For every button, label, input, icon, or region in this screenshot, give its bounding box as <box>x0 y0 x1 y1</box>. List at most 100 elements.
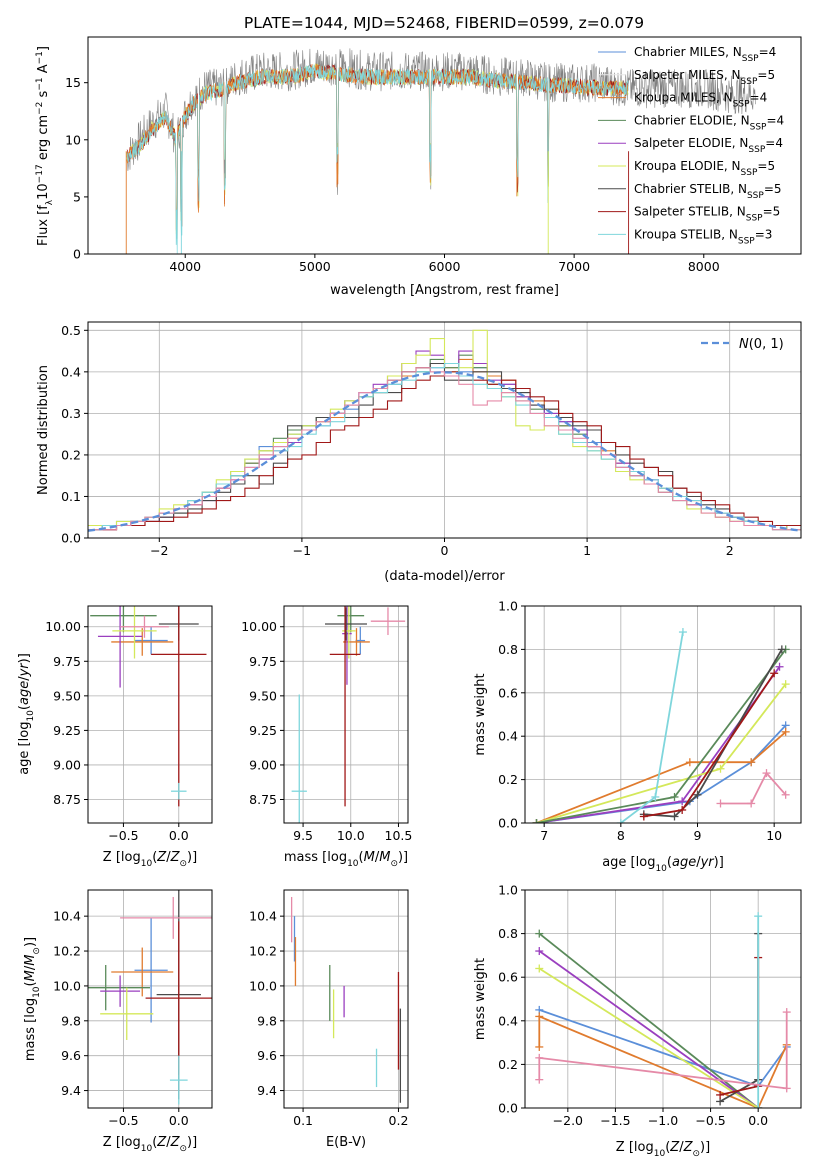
x-tick-label: 9.5 <box>293 828 313 843</box>
axes-frame <box>87 605 213 824</box>
axes-residuals: −2 −1 0 1 2 0.0 0.1 0.2 0.3 0.4 0.5 N(0, 1) (data-mo… <box>36 321 802 584</box>
y-tick-label: 0.3 <box>61 406 81 421</box>
y-tick-label: 0.6 <box>498 970 518 985</box>
figure-title: PLATE=1044, MJD=52468, FIBERID=0599, z=0… <box>244 14 644 32</box>
x-tick-label: 2 <box>726 543 734 558</box>
y-tick-label: 9.50 <box>53 688 81 703</box>
x-tick-label: −0.5 <box>695 1113 725 1128</box>
x-tick-label: 4000 <box>169 259 201 274</box>
y-tick-label: 10.00 <box>241 619 277 634</box>
x-tick-label: 0.0 <box>748 1113 768 1128</box>
y-tick-label: 0.1 <box>61 489 81 504</box>
y-tick-label: 10.00 <box>45 619 81 634</box>
legend-entry: Salpeter MILES, NSSP=5 <box>634 68 775 87</box>
legend-entry: N(0, 1) <box>739 337 784 352</box>
plot-area <box>532 628 790 823</box>
y-tick-label: 0.2 <box>498 1057 518 1072</box>
axes-age-vs-mass: 9.5 10.0 10.5 8.75 9.00 9.25 9.50 9.75 10.00 mass… <box>241 605 413 869</box>
axes-frame <box>524 889 802 1109</box>
x-tick-label: −1.0 <box>648 1113 678 1128</box>
axes-frame <box>283 889 409 1109</box>
plot-area <box>125 48 756 254</box>
axes-frame <box>87 889 213 1109</box>
x-axis-label: Z [log10(Z/Z⊙)] <box>103 1135 197 1154</box>
y-tick-label: 10.2 <box>249 944 277 959</box>
x-tick-label: 6000 <box>429 259 461 274</box>
legend-entry: Chabrier MILES, NSSP=4 <box>634 45 776 64</box>
y-tick-label: 9.00 <box>249 757 277 772</box>
weight-line-kroupa-elodie <box>538 967 759 1108</box>
axes-mass-vs-Z: −0.5 0.0 9.4 9.6 9.8 10.0 10.2 10.4 Z [log10(Z/Z… <box>23 889 213 1154</box>
weight-line-chabrier-stelib <box>643 648 783 818</box>
y-tick-label: 1.0 <box>498 599 518 614</box>
y-tick-label: 5 <box>73 189 81 204</box>
y-tick-label: 9.25 <box>249 723 277 738</box>
y-axis-label: mass [log10(M/M⊙)] <box>23 937 42 1061</box>
x-tick-label: 8000 <box>688 259 720 274</box>
legend-entry: Kroupa ELODIE, NSSP=5 <box>634 159 775 178</box>
axes-frame <box>524 605 802 824</box>
y-axis-label: mass weight <box>473 673 488 755</box>
axes-frame <box>87 36 802 255</box>
axes-frame <box>283 605 409 824</box>
y-tick-label: 0.2 <box>498 772 518 787</box>
y-tick-label: 0.4 <box>498 729 518 744</box>
model-spectrum-kroupa-miles <box>126 63 629 239</box>
y-tick-label: 9.6 <box>61 1048 81 1063</box>
x-tick-label: −0.5 <box>108 828 138 843</box>
x-axis-label: E(B-V) <box>326 1135 366 1150</box>
y-tick-label: 9.25 <box>53 723 81 738</box>
x-axis-label: age [log10(age/yr)] <box>602 855 724 874</box>
y-tick-label: 0.8 <box>498 926 518 941</box>
gaussian-curve <box>88 371 801 532</box>
legend-entry: Salpeter ELODIE, NSSP=4 <box>634 136 783 155</box>
y-tick-label: 0.2 <box>61 447 81 462</box>
y-tick-label: 0.8 <box>498 642 518 657</box>
y-tick-label: 10.0 <box>249 978 277 993</box>
x-tick-label: −0.5 <box>108 1113 138 1128</box>
weight-line-kroupa-elodie <box>536 683 787 823</box>
y-axis-label: mass weight <box>473 958 488 1040</box>
x-tick-label: 10 <box>766 828 782 843</box>
x-tick-label: 10.0 <box>337 828 365 843</box>
x-tick-label: 0.2 <box>389 1113 409 1128</box>
x-tick-label: 7000 <box>558 259 590 274</box>
x-tick-label: 7 <box>540 828 548 843</box>
hist-step-salpeter-miles-hist- <box>88 367 801 531</box>
x-tick-label: 5000 <box>299 259 331 274</box>
plot-area <box>290 896 402 1103</box>
y-tick-label: 9.4 <box>257 1083 277 1098</box>
weight-line-chabrier-stelib <box>719 933 760 1103</box>
y-axis-label: Normed distribution <box>36 365 51 495</box>
plot-area <box>90 606 207 807</box>
y-tick-label: 8.75 <box>249 792 277 807</box>
y-tick-label: 9.8 <box>257 1013 277 1028</box>
y-tick-label: 9.00 <box>53 757 81 772</box>
x-axis-label: (data-model)/error <box>384 569 505 584</box>
x-tick-label: 0 <box>441 543 449 558</box>
axes-frame <box>87 321 802 539</box>
legend-entry: Kroupa STELIB, NSSP=3 <box>634 227 772 246</box>
y-tick-label: 0.0 <box>61 531 81 546</box>
y-axis-label: age [log10(age/yr)] <box>17 653 36 775</box>
weight-line-kroupa-miles <box>538 1015 788 1108</box>
legend-entry: Kroupa MILES, NSSP=4 <box>634 91 767 110</box>
plot-area <box>88 890 212 1105</box>
y-tick-label: 10.2 <box>53 944 81 959</box>
x-tick-label: 10.5 <box>385 828 413 843</box>
axes-spectrum: 4000 5000 6000 7000 8000 0 5 10 15 wavelength [An… <box>35 36 802 298</box>
y-tick-label: 0.4 <box>498 1013 518 1028</box>
y-tick-label: 8.75 <box>53 792 81 807</box>
axes-weight-vs-age: 7 8 9 10 0.0 0.2 0.4 0.6 0.8 1.0 age [log10(age/yr… <box>473 599 802 874</box>
y-tick-label: 1.0 <box>498 883 518 898</box>
y-tick-label: 0 <box>73 247 81 262</box>
x-axis-label: mass [log10(M/M⊙)] <box>284 850 408 869</box>
x-axis-label: wavelength [Angstrom, rest frame] <box>330 283 559 298</box>
y-tick-label: 0.6 <box>498 685 518 700</box>
x-tick-label: −1 <box>293 543 311 558</box>
axes-mass-vs-EBV: 0.1 0.2 9.4 9.6 9.8 10.0 10.2 10.4 E(B-V) <box>249 889 409 1150</box>
y-tick-label: 9.75 <box>249 654 277 669</box>
y-tick-label: 9.4 <box>61 1083 81 1098</box>
y-tick-label: 0.4 <box>61 364 81 379</box>
